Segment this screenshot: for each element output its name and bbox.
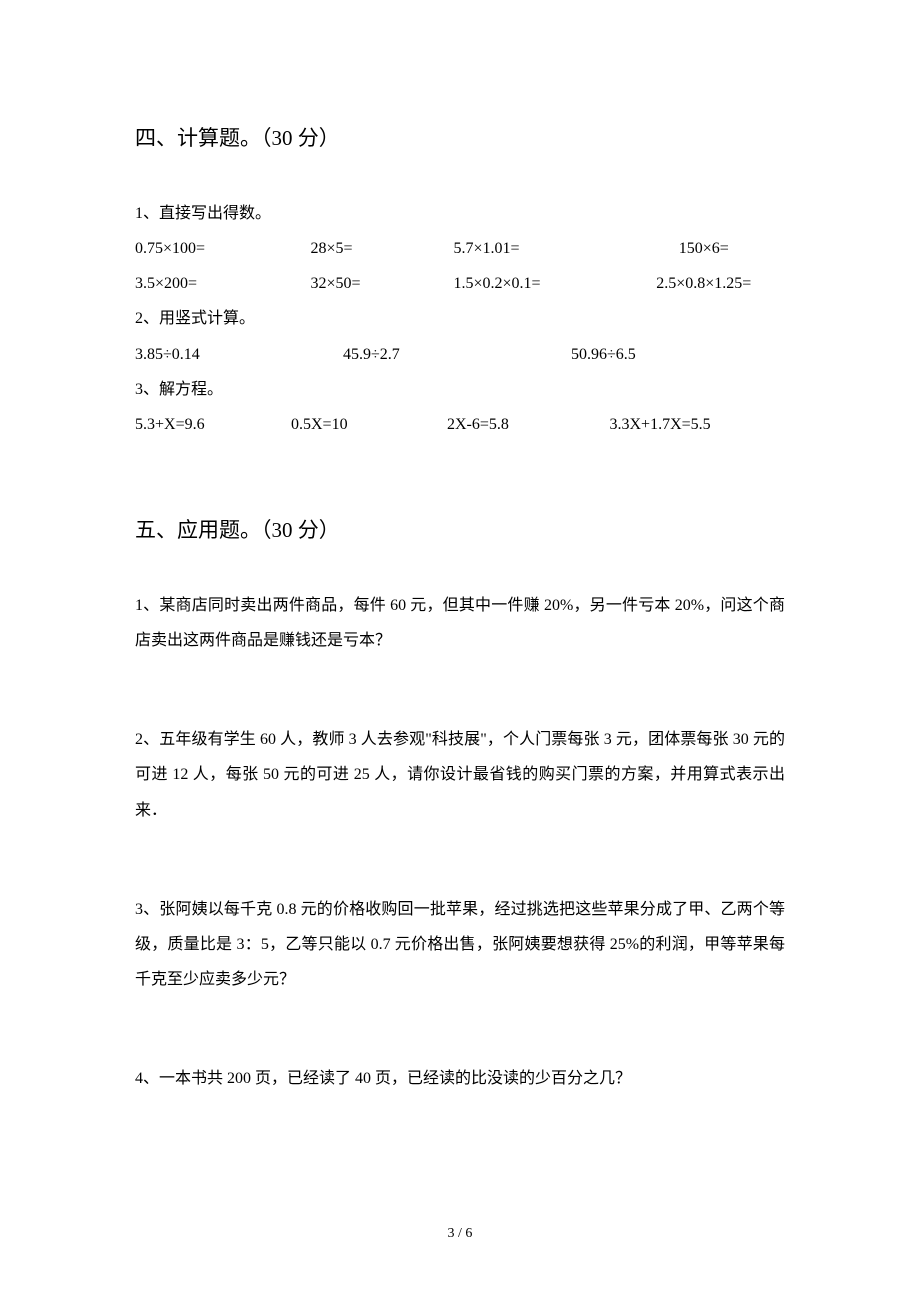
calc-expr: 3.85÷0.14: [135, 337, 343, 372]
calc-row: 3.85÷0.14 45.9÷2.7 50.96÷6.5: [135, 337, 785, 372]
section-4-part1-label: 1、直接写出得数。: [135, 196, 785, 231]
calc-expr: 0.75×100=: [135, 231, 311, 266]
calc-expr: 3.5×200=: [135, 266, 311, 301]
section-4: 四、计算题。（30 分） 1、直接写出得数。 0.75×100= 28×5= 5…: [135, 120, 785, 442]
section-4-title: 四、计算题。（30 分）: [135, 120, 785, 158]
page-number: 3 / 6: [0, 1226, 920, 1242]
calc-expr: 150×6=: [623, 231, 786, 266]
calc-row: 3.5×200= 32×50= 1.5×0.2×0.1= 2.5×0.8×1.2…: [135, 266, 785, 301]
calc-expr: 32×50=: [311, 266, 454, 301]
word-problem-1: 1、某商店同时卖出两件商品，每件 60 元，但其中一件赚 20%，另一件亏本 2…: [135, 588, 785, 658]
section-4-part2-label: 2、用竖式计算。: [135, 301, 785, 336]
section-5-title: 五、应用题。（30 分）: [135, 512, 785, 550]
section-5: 五、应用题。（30 分） 1、某商店同时卖出两件商品，每件 60 元，但其中一件…: [135, 512, 785, 1096]
word-problem-4: 4、一本书共 200 页，已经读了 40 页，已经读的比没读的少百分之几？: [135, 1061, 785, 1096]
calc-expr: 45.9÷2.7: [343, 337, 551, 372]
equation-expr: 3.3X+1.7X=5.5: [610, 407, 786, 442]
calc-expr: 28×5=: [311, 231, 454, 266]
calc-expr: 50.96÷6.5: [551, 337, 785, 372]
calc-expr: 5.7×1.01=: [454, 231, 623, 266]
calc-expr: 2.5×0.8×1.25=: [623, 266, 786, 301]
calc-expr: 1.5×0.2×0.1=: [454, 266, 623, 301]
section-4-part3-label: 3、解方程。: [135, 372, 785, 407]
word-problem-2: 2、五年级有学生 60 人，教师 3 人去参观"科技展"，个人门票每张 3 元，…: [135, 722, 785, 828]
word-problem-3: 3、张阿姨以每千克 0.8 元的价格收购回一批苹果，经过挑选把这些苹果分成了甲、…: [135, 892, 785, 998]
calc-row: 5.3+X=9.6 0.5X=10 2X-6=5.8 3.3X+1.7X=5.5: [135, 407, 785, 442]
equation-expr: 2X-6=5.8: [447, 407, 610, 442]
equation-expr: 5.3+X=9.6: [135, 407, 291, 442]
calc-row: 0.75×100= 28×5= 5.7×1.01= 150×6=: [135, 231, 785, 266]
equation-expr: 0.5X=10: [291, 407, 447, 442]
